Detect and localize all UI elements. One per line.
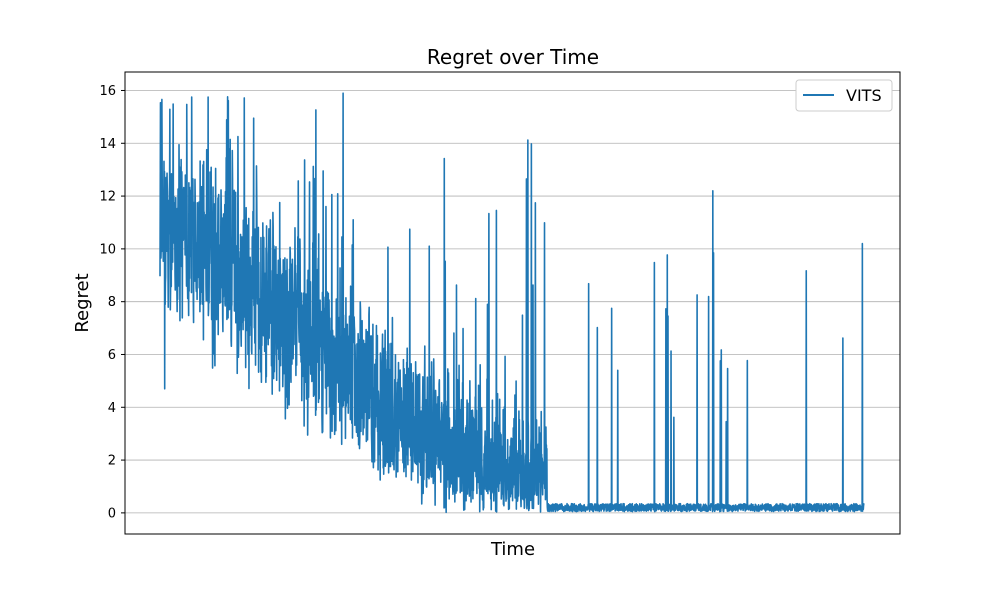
y-axis: 0 2 4 6 8 10 12 14 16 [99,84,125,521]
series-line-vits [159,92,865,514]
legend-label-vits: VITS [846,86,882,105]
y-tick-label: 8 [108,295,116,310]
chart-title: Regret over Time [427,45,599,69]
plot-layer [159,92,865,514]
y-tick-label: 0 [108,506,116,521]
y-tick-label: 12 [99,190,116,205]
legend: VITS [795,79,893,112]
y-tick-label: 14 [99,137,116,152]
y-tick-label: 2 [108,454,116,469]
y-tick-label: 6 [108,348,116,363]
plot-frame [124,71,901,535]
legend-box [795,79,893,112]
y-tick-label: 16 [99,84,116,99]
y-tick-label: 4 [108,401,116,416]
x-axis-label: Time [490,539,535,560]
y-axis-label: Regret [72,273,93,332]
y-tick-label: 10 [99,242,116,257]
